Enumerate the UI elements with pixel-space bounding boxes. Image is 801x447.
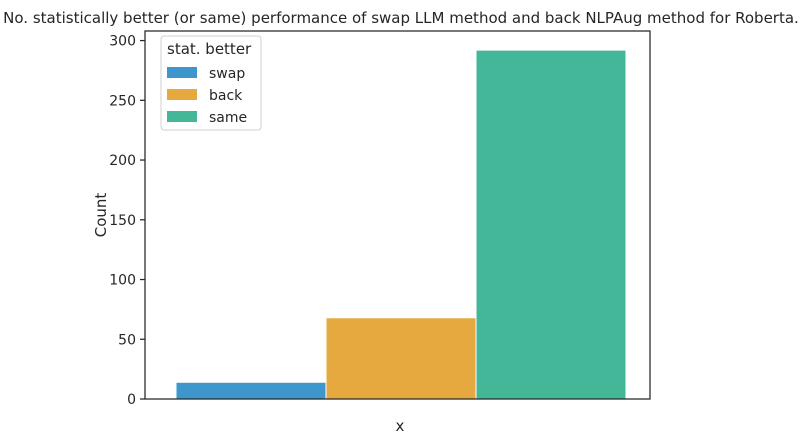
legend-label-back: back <box>209 88 243 104</box>
bar-same <box>475 49 627 400</box>
legend: stat. better swap back same <box>160 35 262 131</box>
bar-swap <box>175 381 327 400</box>
legend-swatch-back <box>167 89 197 100</box>
legend-label-swap: swap <box>209 66 245 82</box>
y-tick-label: 50 <box>118 332 136 348</box>
legend-label-same: same <box>209 110 247 126</box>
y-axis-label: Count <box>92 193 110 238</box>
legend-entries: swap back same <box>167 66 247 126</box>
plot-frame <box>144 30 651 400</box>
y-tick-label: 150 <box>109 213 136 229</box>
y-axis-ticks: 0 50 100 150 200 250 300 <box>109 34 145 408</box>
y-tick-label: 300 <box>109 34 136 50</box>
bar-back <box>325 317 477 400</box>
x-axis-label: x <box>396 417 405 435</box>
y-tick-label: 250 <box>109 93 136 109</box>
bars-layer <box>175 49 627 400</box>
legend-swatch-swap <box>167 67 197 78</box>
y-tick-label: 100 <box>109 273 136 289</box>
chart-title: No. statistically better (or same) perfo… <box>3 9 799 27</box>
y-tick-label: 0 <box>127 392 136 408</box>
legend-swatch-same <box>167 111 197 122</box>
legend-box <box>160 35 262 131</box>
y-tick-label: 200 <box>109 153 136 169</box>
legend-title: stat. better <box>167 40 252 58</box>
